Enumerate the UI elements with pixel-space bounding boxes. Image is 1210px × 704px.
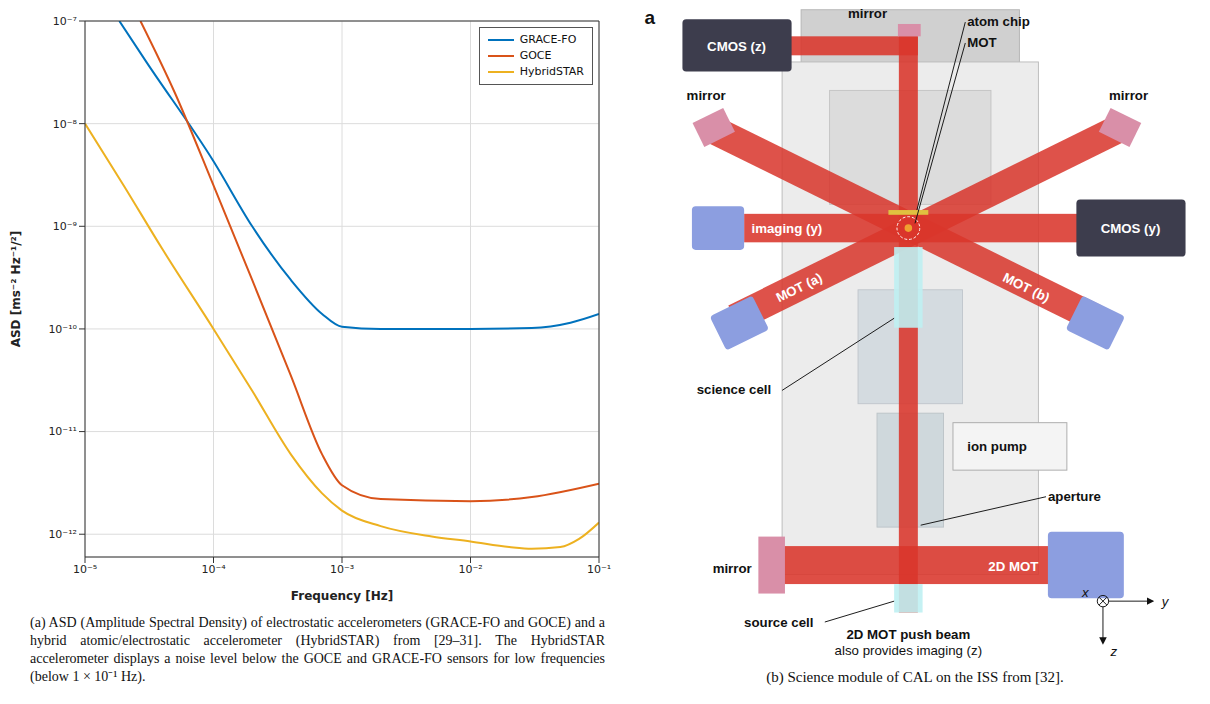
svg-text:10⁻⁷: 10⁻⁷ [53, 15, 77, 28]
svg-text:Frequency [Hz]: Frequency [Hz] [291, 589, 393, 603]
svg-text:z: z [1110, 644, 1118, 659]
svg-text:10⁻⁴: 10⁻⁴ [201, 563, 226, 576]
svg-text:ion pump: ion pump [967, 439, 1027, 454]
svg-text:imaging (y): imaging (y) [751, 221, 822, 236]
html-text:GRACE-FO: GRACE-FO [519, 33, 577, 46]
svg-text:2D MOT: 2D MOT [988, 559, 1038, 574]
svg-text:CMOS (z): CMOS (z) [707, 39, 766, 54]
svg-text:10⁻⁹: 10⁻⁹ [53, 220, 77, 233]
svg-text:ASD [ms⁻² Hz⁻¹/²]: ASD [ms⁻² Hz⁻¹/²] [9, 231, 23, 348]
svg-text:10⁻⁵: 10⁻⁵ [73, 563, 97, 576]
svg-text:10⁻²: 10⁻² [458, 563, 482, 576]
svg-text:aperture: aperture [1048, 489, 1101, 504]
svg-text:also provides imaging (z): also provides imaging (z) [835, 643, 982, 658]
svg-text:mirror: mirror [713, 561, 752, 576]
svg-text:10⁻¹⁰: 10⁻¹⁰ [48, 323, 77, 336]
svg-text:10⁻⁸: 10⁻⁸ [53, 118, 78, 131]
svg-text:10⁻¹²: 10⁻¹² [48, 528, 77, 541]
html-text:GOCE: GOCE [519, 49, 552, 62]
svg-text:MOT (b): MOT (b) [1000, 270, 1052, 306]
html-text:(a) ASD (Amplitude Spectral De: (a) ASD (Amplitude Spectral Density) of … [30, 615, 605, 684]
svg-text:mirror: mirror [1109, 88, 1148, 103]
svg-text:MOT (a): MOT (a) [774, 270, 825, 305]
svg-text:MOT: MOT [967, 35, 996, 50]
svg-text:atom chip: atom chip [967, 14, 1030, 29]
html-text:(b) Science module of CAL on t: (b) Science module of CAL on the ISS fro… [766, 669, 1064, 685]
svg-text:a: a [644, 7, 655, 28]
svg-text:mirror: mirror [687, 88, 726, 103]
svg-text:x: x [1081, 585, 1090, 600]
html-text:HybridSTAR: HybridSTAR [519, 65, 584, 78]
svg-text:CMOS (y): CMOS (y) [1101, 221, 1161, 236]
svg-text:10⁻¹¹: 10⁻¹¹ [48, 425, 77, 438]
svg-text:y: y [1161, 594, 1170, 609]
svg-text:mirror: mirror [848, 6, 887, 21]
svg-text:10⁻³: 10⁻³ [330, 563, 354, 576]
svg-text:source cell: source cell [744, 615, 813, 630]
svg-text:science cell: science cell [697, 382, 771, 397]
svg-text:10⁻¹: 10⁻¹ [587, 563, 611, 576]
svg-text:2D MOT push beam: 2D MOT push beam [846, 627, 970, 642]
